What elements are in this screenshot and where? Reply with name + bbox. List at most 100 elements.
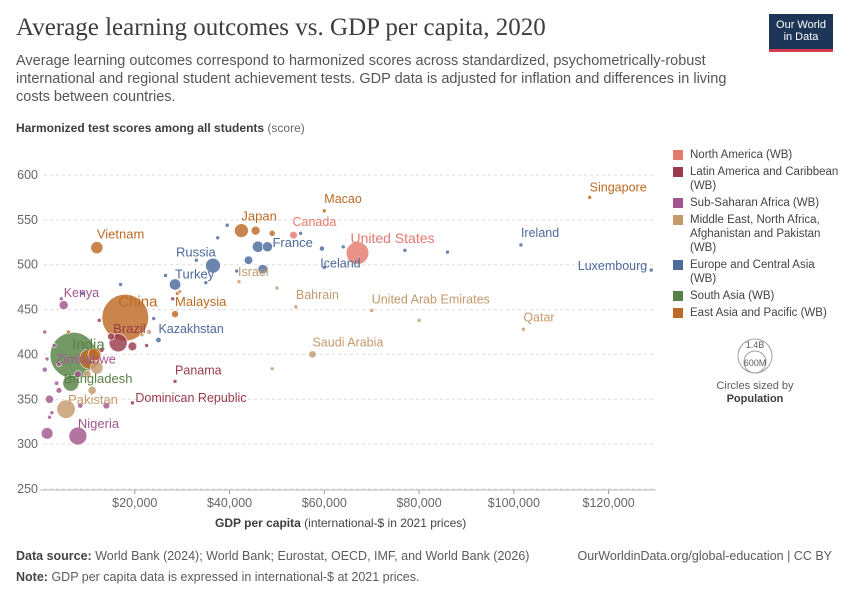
data-point[interactable] <box>56 399 76 419</box>
data-point[interactable] <box>177 289 183 294</box>
data-point[interactable] <box>319 245 325 252</box>
data-point[interactable] <box>102 401 111 410</box>
data-point[interactable] <box>98 347 105 353</box>
attribution-link[interactable]: OurWorldinData.org/global-education | CC… <box>577 549 832 563</box>
data-point[interactable] <box>80 291 85 296</box>
data-point[interactable] <box>87 347 102 362</box>
point-label: Russia <box>176 245 217 260</box>
data-point[interactable] <box>107 332 115 341</box>
data-point[interactable] <box>56 361 62 367</box>
data-point[interactable] <box>257 264 268 275</box>
data-point[interactable] <box>345 241 370 265</box>
data-point[interactable] <box>224 222 230 228</box>
data-point[interactable] <box>171 310 179 318</box>
data-point[interactable] <box>155 337 162 344</box>
data-point[interactable] <box>62 374 80 392</box>
data-point[interactable] <box>144 343 149 348</box>
legend-item[interactable]: North America (WB) <box>673 148 843 162</box>
legend-item[interactable]: Latin America and Caribbean (WB) <box>673 165 843 193</box>
data-point[interactable] <box>42 329 48 335</box>
data-point[interactable] <box>47 414 52 420</box>
data-point[interactable] <box>252 240 264 253</box>
data-point[interactable] <box>58 300 69 310</box>
data-point[interactable] <box>518 242 524 248</box>
size-legend-circles: 1.4B 600M <box>737 338 773 374</box>
data-point[interactable] <box>194 257 199 263</box>
data-point[interactable] <box>402 248 408 253</box>
legend-swatch <box>673 198 683 208</box>
data-point[interactable] <box>236 279 242 285</box>
data-point[interactable] <box>308 350 317 359</box>
owid-logo[interactable]: Our World in Data <box>769 14 833 52</box>
data-point[interactable] <box>163 273 168 278</box>
data-point[interactable] <box>274 285 280 291</box>
data-point[interactable] <box>250 225 261 236</box>
x-tick-labels: $20,000 $40,000 $60,000 $80,000 $100,000 $120… <box>40 489 656 510</box>
data-point[interactable] <box>322 208 327 214</box>
data-point[interactable] <box>234 223 249 238</box>
data-point[interactable] <box>587 195 592 200</box>
data-point[interactable] <box>51 343 57 348</box>
data-point[interactable] <box>205 257 221 274</box>
legend-item[interactable]: Middle East, North Africa, Afghanistan a… <box>673 213 843 255</box>
data-point[interactable] <box>340 244 346 250</box>
data-source-text: World Bank (2024); World Bank; Eurostat,… <box>95 549 530 563</box>
data-point[interactable] <box>45 394 54 404</box>
data-point[interactable] <box>118 282 123 287</box>
data-source-label: Data source: <box>16 549 92 563</box>
data-point[interactable] <box>521 327 526 332</box>
data-point[interactable] <box>322 265 327 270</box>
data-point[interactable] <box>74 370 82 378</box>
data-point[interactable] <box>44 356 50 362</box>
data-point[interactable] <box>59 296 64 302</box>
data-point[interactable] <box>139 332 145 337</box>
data-point[interactable] <box>416 318 422 323</box>
data-point[interactable] <box>203 280 209 285</box>
data-point[interactable] <box>268 229 276 237</box>
data-point[interactable] <box>172 379 178 384</box>
data-point[interactable] <box>90 361 104 375</box>
data-point[interactable] <box>90 241 104 255</box>
data-point[interactable] <box>262 241 273 253</box>
data-point[interactable] <box>83 370 92 379</box>
data-point[interactable] <box>293 304 299 310</box>
data-point[interactable] <box>648 267 654 273</box>
data-point[interactable] <box>96 318 102 323</box>
point-label: Panama <box>175 363 222 377</box>
point-label: China <box>118 294 158 311</box>
data-point[interactable] <box>215 235 220 241</box>
data-point[interactable] <box>55 387 63 394</box>
data-point[interactable] <box>87 385 97 395</box>
data-point[interactable] <box>289 230 298 240</box>
data-point[interactable] <box>66 329 71 335</box>
y-tick-label: 450 <box>17 303 38 317</box>
y-tick-labels: 250 300 350 400 450 500 550 600 <box>17 168 38 496</box>
data-point[interactable] <box>269 366 275 372</box>
data-point[interactable] <box>298 231 303 236</box>
data-point[interactable] <box>54 380 60 386</box>
data-point[interactable] <box>445 249 450 255</box>
data-point[interactable] <box>130 400 135 406</box>
data-point[interactable] <box>77 402 84 409</box>
point-label: Bangladesh <box>64 371 133 386</box>
legend-item[interactable]: Europe and Central Asia (WB) <box>673 258 843 286</box>
data-point[interactable] <box>41 366 48 373</box>
point-label: Canada <box>293 215 337 229</box>
data-point[interactable] <box>369 308 374 313</box>
legend-item[interactable]: East Asia and Pacific (WB) <box>673 306 843 320</box>
x-tick-label: $60,000 <box>302 496 347 510</box>
data-point[interactable] <box>127 341 138 352</box>
data-point[interactable] <box>49 410 55 416</box>
data-point[interactable] <box>68 426 88 446</box>
data-point[interactable] <box>234 268 239 274</box>
data-point[interactable] <box>169 278 182 291</box>
data-point[interactable] <box>40 427 54 440</box>
logo-line-2: in Data <box>783 31 819 43</box>
legend-item[interactable]: South Asia (WB) <box>673 289 843 303</box>
data-point[interactable] <box>243 255 254 265</box>
data-point[interactable] <box>146 329 152 335</box>
data-point[interactable] <box>170 296 175 302</box>
data-point[interactable] <box>151 316 157 321</box>
x-tick-label: $120,000 <box>583 496 635 510</box>
legend-item[interactable]: Sub-Saharan Africa (WB) <box>673 196 843 210</box>
